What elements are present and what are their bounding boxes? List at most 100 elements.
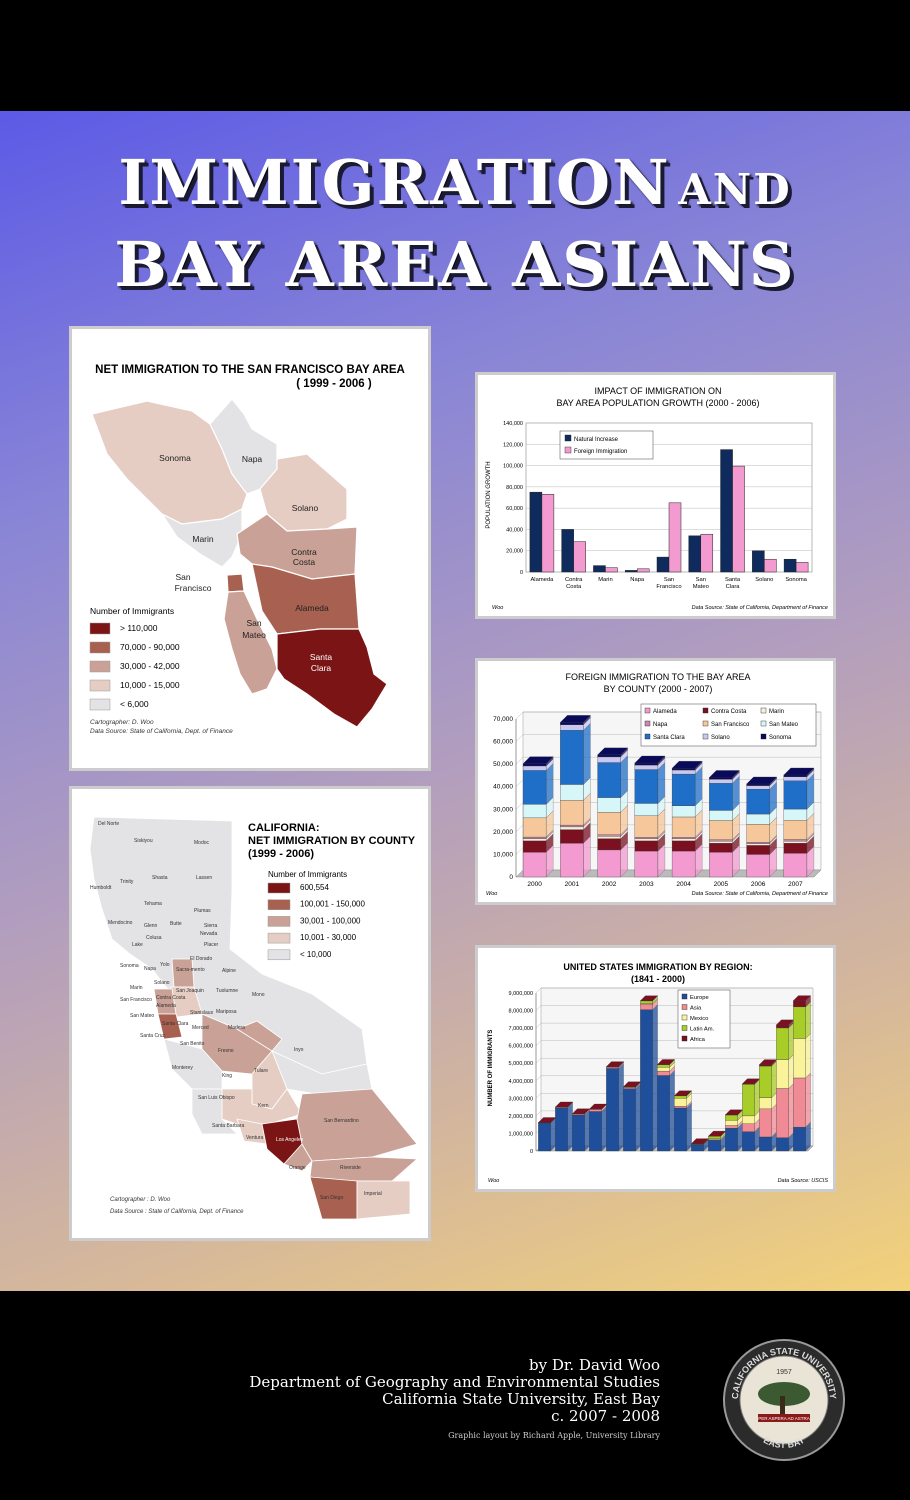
- chart1-xtick: Contra: [565, 577, 583, 583]
- chart3-bar-side: [805, 1033, 811, 1079]
- ca-label-del-norte: Del Norte: [98, 821, 119, 827]
- chart3-bar-side: [567, 1102, 573, 1152]
- chart1-bar: [573, 541, 586, 573]
- ca-label-el-dorado: El Dorado: [190, 956, 212, 962]
- chart1-xtick: Clara: [726, 584, 741, 590]
- chart3-bar-segment: [657, 1075, 670, 1152]
- ca-label-san-joaquin: San Joaquin: [176, 988, 204, 994]
- county-santa-clara-ca: [157, 1013, 183, 1040]
- chart2-bar-segment: [709, 783, 733, 811]
- chart1-xtick: Santa: [725, 577, 741, 583]
- chart3-bar-segment: [742, 1123, 755, 1132]
- california-map: Del Norte Siskiyou Modoc Humboldt Trinit…: [89, 816, 419, 1220]
- chart2-legend-label: San Mateo: [769, 722, 799, 728]
- chart3-bar-side: [805, 1072, 811, 1128]
- chart3-bar-top: [606, 1061, 624, 1067]
- chart2-legend-label: San Francisco: [711, 722, 750, 728]
- chart1-legend-label: Foreign Immigration: [574, 449, 627, 455]
- ca-label-plumas: Plumas: [194, 908, 211, 914]
- chart1-bar: [561, 529, 574, 573]
- seal-year: 1957: [776, 1369, 792, 1376]
- chart3-ytick: 4,000,000: [509, 1079, 533, 1085]
- ca-legend-swatch: [267, 949, 291, 961]
- chart1-xtick: Mateo: [693, 584, 709, 590]
- chart3-legend-label: Europe: [690, 995, 709, 1001]
- chart3-bar-segment: [623, 1087, 636, 1089]
- ca-label-merced: Merced: [192, 1025, 209, 1031]
- chart1-bar: [688, 535, 702, 573]
- chart2-ytick: 0: [509, 874, 513, 881]
- foreign-immigration-chart: FOREIGN IMMIGRATION TO THE BAY AREA BY C…: [486, 672, 828, 897]
- chart3-legend-swatch: [681, 1004, 688, 1010]
- chart1-ytick: 100,000: [503, 464, 523, 470]
- ca-label-mariposa: Mariposa: [216, 1009, 237, 1015]
- chart2-bar-segment: [783, 776, 808, 781]
- chart3-bar-segment: [793, 1000, 806, 1008]
- chart3-bar-segment: [742, 1084, 755, 1117]
- chart3-ytick: 5,000,000: [509, 1061, 533, 1067]
- ca-label-alpine: Alpine: [222, 968, 236, 974]
- chart1-title: IMPACT OF IMMIGRATION ON: [595, 386, 722, 396]
- chart1-ylabel: POPULATION GROWTH: [486, 461, 492, 528]
- ca-label-san-luis-obispo: San Luis Obispo: [198, 1095, 235, 1101]
- county-marin: [160, 508, 243, 568]
- chart2-bar-segment: [671, 769, 696, 775]
- chart2-legend-swatch: [702, 733, 709, 740]
- chart2-bar-top: [783, 767, 815, 776]
- ca-legend-label: < 10,000: [300, 950, 332, 959]
- chart2-bar-top: [746, 776, 778, 785]
- chart3-bar-side: [584, 1109, 590, 1152]
- chart3-legend-swatch: [681, 1025, 688, 1031]
- chart2-bar-segment: [671, 768, 696, 771]
- bay-map-title: NET IMMIGRATION TO THE SAN FRANCISCO BAY…: [95, 364, 405, 376]
- ca-label-solano: Solano: [154, 980, 170, 986]
- ca-label-mendocino: Mendocino: [108, 920, 133, 926]
- chart2-legend-label: Contra Costa: [711, 709, 747, 715]
- chart3-bar-segment: [640, 1000, 653, 1004]
- chart3-bar-side: [788, 1054, 794, 1089]
- ca-label-sonoma: Sonoma: [120, 963, 139, 969]
- ca-label-riverside: Riverside: [340, 1165, 361, 1171]
- bay-legend: > 110,000 70,000 - 90,000 30,000 - 42,000 1…: [89, 622, 180, 711]
- chart3-bar-segment: [742, 1131, 755, 1152]
- chart2-bar-segment: [634, 803, 659, 816]
- chart2-bar-segment: [783, 840, 808, 844]
- chart2-bar-top: [671, 761, 703, 769]
- chart1-bar: [636, 568, 650, 573]
- chart3-bar-side: [771, 1060, 777, 1098]
- chart2-legend-label: Marin: [769, 709, 784, 715]
- bay-map-subtitle: ( 1999 - 2006 ): [296, 378, 372, 390]
- ca-label-madera: Madera: [228, 1025, 245, 1031]
- ca-label-lake: Lake: [132, 942, 143, 948]
- chart2-title: FOREIGN IMMIGRATION TO THE BAY AREA: [565, 672, 750, 682]
- ca-legend-swatch: [267, 916, 291, 927]
- county-madera: [236, 1020, 283, 1052]
- chart3-bar-top: [657, 1059, 675, 1065]
- label-alameda: Alameda: [295, 603, 329, 613]
- chart2-legend-swatch: [760, 733, 767, 740]
- bay-area-map-panel: NET IMMIGRATION TO THE SAN FRANCISCO BAY…: [69, 326, 431, 771]
- chart1-bar: [752, 550, 765, 573]
- ca-label-sf: San Francisco: [120, 997, 152, 1003]
- chart2-bar-segment: [709, 810, 733, 821]
- ca-label-stanislaus: Stanislaus: [190, 1010, 214, 1016]
- chart2-subtitle: BY COUNTY (2000 - 2007): [604, 684, 713, 694]
- ca-label-san-diego: San Diego: [320, 1195, 344, 1201]
- us-immigration-chart-panel: UNITED STATES IMMIGRATION BY REGION: (18…: [475, 945, 836, 1192]
- ca-label-nevada: Nevada: [200, 931, 217, 937]
- chart3-bar-segment: [708, 1136, 721, 1139]
- chart2-bar-segment: [597, 762, 621, 798]
- chart3-bar-segment: [793, 1077, 806, 1128]
- chart2-bar-segment: [709, 840, 733, 844]
- chart2-ytick: 20,000: [493, 829, 513, 836]
- seal-bottom-text: EAST BAY: [762, 1435, 806, 1450]
- ca-label-contra-costa: Contra Costa: [156, 995, 186, 1001]
- chart2-ytick: 40,000: [493, 784, 513, 791]
- county-imperial: [356, 1180, 411, 1220]
- chart3-bar-segment: [776, 1027, 789, 1060]
- chart2-bar-segment: [783, 774, 808, 777]
- chart2-legend-swatch: [644, 733, 651, 740]
- chart1-bar: [764, 558, 777, 573]
- county-kern: [221, 1088, 303, 1130]
- chart1-ytick: 140,000: [503, 421, 523, 427]
